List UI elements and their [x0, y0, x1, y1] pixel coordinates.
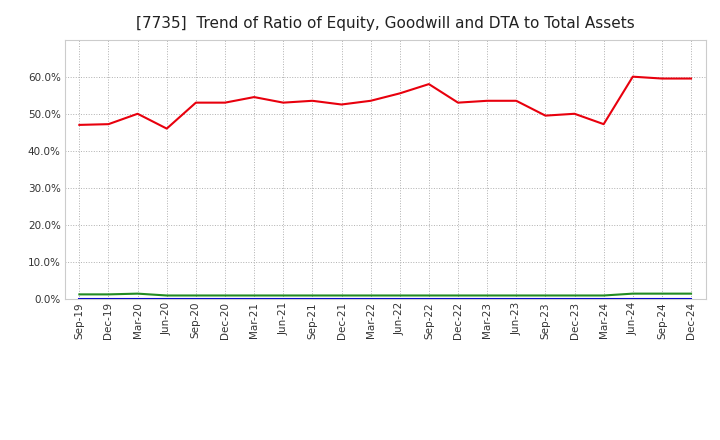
Equity [629, 74, 637, 79]
Goodwill [657, 297, 666, 302]
Equity [425, 81, 433, 87]
Deferred Tax Assets [308, 293, 317, 298]
Goodwill [599, 297, 608, 302]
Equity [104, 121, 113, 127]
Deferred Tax Assets [454, 293, 462, 298]
Equity [250, 95, 258, 100]
Deferred Tax Assets [279, 293, 287, 298]
Goodwill [250, 297, 258, 302]
Equity [366, 98, 375, 103]
Goodwill [220, 297, 229, 302]
Deferred Tax Assets [541, 293, 550, 298]
Equity [279, 100, 287, 105]
Deferred Tax Assets [629, 291, 637, 296]
Equity [483, 98, 492, 103]
Equity [75, 122, 84, 128]
Deferred Tax Assets [366, 293, 375, 298]
Goodwill [570, 297, 579, 302]
Goodwill [541, 297, 550, 302]
Equity [512, 98, 521, 103]
Equity [657, 76, 666, 81]
Line: Equity: Equity [79, 77, 691, 128]
Deferred Tax Assets [395, 293, 404, 298]
Goodwill [425, 297, 433, 302]
Goodwill [337, 297, 346, 302]
Goodwill [629, 297, 637, 302]
Equity [454, 100, 462, 105]
Goodwill [192, 297, 200, 302]
Deferred Tax Assets [337, 293, 346, 298]
Goodwill [483, 297, 492, 302]
Goodwill [75, 297, 84, 302]
Equity [599, 121, 608, 127]
Goodwill [454, 297, 462, 302]
Equity [337, 102, 346, 107]
Goodwill [512, 297, 521, 302]
Equity [192, 100, 200, 105]
Deferred Tax Assets [512, 293, 521, 298]
Deferred Tax Assets [250, 293, 258, 298]
Equity [220, 100, 229, 105]
Deferred Tax Assets [75, 292, 84, 297]
Deferred Tax Assets [192, 293, 200, 298]
Deferred Tax Assets [599, 293, 608, 298]
Deferred Tax Assets [163, 293, 171, 298]
Deferred Tax Assets [104, 292, 113, 297]
Deferred Tax Assets [220, 293, 229, 298]
Equity [395, 91, 404, 96]
Goodwill [104, 297, 113, 302]
Deferred Tax Assets [687, 291, 696, 296]
Deferred Tax Assets [133, 291, 142, 296]
Goodwill [366, 297, 375, 302]
Deferred Tax Assets [483, 293, 492, 298]
Goodwill [395, 297, 404, 302]
Equity [541, 113, 550, 118]
Deferred Tax Assets [657, 291, 666, 296]
Title: [7735]  Trend of Ratio of Equity, Goodwill and DTA to Total Assets: [7735] Trend of Ratio of Equity, Goodwil… [136, 16, 634, 32]
Deferred Tax Assets [425, 293, 433, 298]
Line: Deferred Tax Assets: Deferred Tax Assets [79, 293, 691, 296]
Equity [163, 126, 171, 131]
Equity [308, 98, 317, 103]
Equity [687, 76, 696, 81]
Goodwill [133, 297, 142, 302]
Goodwill [163, 297, 171, 302]
Goodwill [687, 297, 696, 302]
Equity [133, 111, 142, 117]
Goodwill [308, 297, 317, 302]
Equity [570, 111, 579, 117]
Goodwill [279, 297, 287, 302]
Deferred Tax Assets [570, 293, 579, 298]
